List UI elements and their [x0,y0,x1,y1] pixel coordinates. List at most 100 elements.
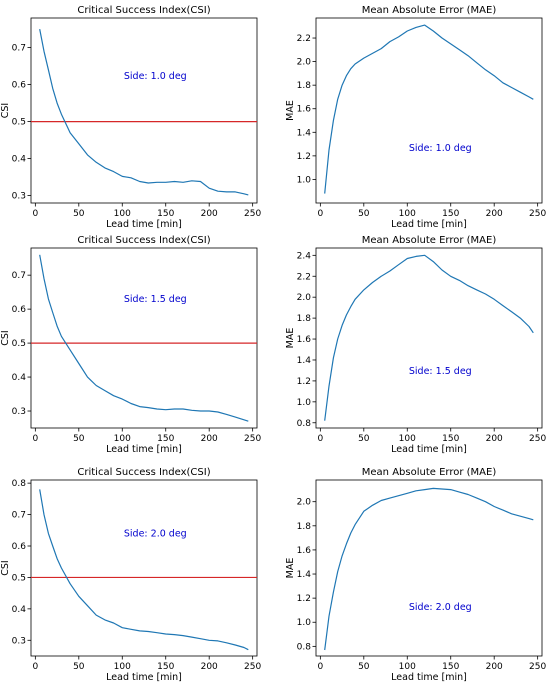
chart-title: Mean Absolute Error (MAE) [362,5,497,16]
y-tick-label: 0.3 [12,192,26,202]
y-tick-label: 0.8 [297,419,312,429]
x-tick-label: 100 [114,434,131,444]
y-axis-label: MAE [285,328,296,349]
y-tick-label: 1.4 [297,570,312,580]
x-tick-label: 250 [244,662,261,672]
x-tick-label: 250 [529,662,546,672]
chart-panel-4: Mean Absolute Error (MAE) 0 50 100 150 200 250… [285,235,547,455]
y-tick-label: 1.0 [297,175,312,185]
axes-frame [315,17,543,204]
x-tick-label: 250 [529,209,546,219]
side-annotation: Side: 2.0 deg [124,528,187,539]
axes-frame [30,479,258,657]
x-tick-label: 200 [486,434,503,444]
x-tick-label: 150 [442,434,459,444]
x-axis-label: Lead time [min] [391,672,467,682]
y-tick-label: 0.8 [297,642,312,652]
y-tick-label: 1.6 [297,105,312,115]
x-axis-label: Lead time [min] [106,219,182,230]
y-tick-label: 0.5 [12,573,26,583]
x-tick-label: 200 [201,209,218,219]
y-tick-label: 0.8 [12,479,27,489]
y-tick-label: 1.4 [297,356,312,366]
x-tick-label: 100 [114,662,131,672]
x-tick-label: 150 [442,662,459,672]
x-tick-label: 0 [32,209,38,219]
x-tick-label: 0 [317,209,323,219]
x-tick-label: 50 [73,209,85,219]
y-tick-label: 2.4 [297,251,312,261]
x-tick-label: 50 [358,209,370,219]
chart-title: Mean Absolute Error (MAE) [362,467,497,478]
x-tick-label: 200 [201,662,218,672]
x-tick-label: 150 [157,209,174,219]
chart-title: Critical Success Index(CSI) [77,467,210,478]
x-tick-label: 100 [399,434,416,444]
y-tick-label: 1.8 [297,81,312,91]
x-tick-label: 0 [317,434,323,444]
y-tick-label: 1.6 [297,546,312,556]
y-tick-label: 0.3 [12,636,26,646]
x-tick-label: 50 [73,662,85,672]
y-tick-label: 1.6 [297,335,312,345]
series-line [324,254,534,421]
side-annotation: Side: 2.0 deg [409,602,472,613]
y-tick-label: 0.5 [12,118,26,128]
y-tick-label: 0.4 [12,373,27,383]
x-tick-label: 250 [244,434,261,444]
y-tick-label: 2.0 [297,498,312,508]
chart-panel-1: Critical Success Index(CSI) 0 50 100 150 200 2… [0,5,262,230]
axes-frame [30,247,258,429]
chart-title: Critical Success Index(CSI) [77,5,210,16]
side-annotation: Side: 1.0 deg [409,143,472,154]
x-tick-label: 200 [201,434,218,444]
x-tick-label: 50 [73,434,85,444]
y-tick-label: 2.0 [297,293,312,303]
y-tick-label: 0.7 [12,44,26,54]
y-tick-label: 0.4 [12,605,27,615]
y-tick-label: 1.8 [297,522,312,532]
x-tick-label: 0 [32,662,38,672]
x-tick-label: 100 [399,209,416,219]
axes-frame [315,247,543,429]
series-line [324,487,534,651]
y-tick-label: 1.0 [297,618,312,628]
axes-frame [30,17,258,204]
x-tick-label: 200 [486,209,503,219]
y-tick-label: 2.2 [297,272,311,282]
side-annotation: Side: 1.5 deg [409,366,472,377]
x-axis-label: Lead time [min] [391,219,467,230]
x-tick-label: 50 [358,662,370,672]
y-tick-label: 1.4 [297,128,312,138]
chart-panel-6: Mean Absolute Error (MAE) 0 50 100 150 200 250… [285,467,547,682]
y-axis-label: MAE [285,100,296,121]
x-tick-label: 250 [244,209,261,219]
x-axis-label: Lead time [min] [106,444,182,455]
chart-title: Critical Success Index(CSI) [77,235,210,246]
y-tick-label: 0.6 [12,542,27,552]
x-axis-label: Lead time [min] [106,672,182,682]
series-line [39,28,249,196]
y-tick-label: 2.0 [297,58,312,68]
series-line [39,254,249,422]
side-annotation: Side: 1.0 deg [124,71,187,82]
y-axis-label: MAE [285,558,296,579]
x-axis-label: Lead time [min] [391,444,467,455]
chart-title: Mean Absolute Error (MAE) [362,235,497,246]
series-line [324,24,534,194]
axes-frame [315,479,543,657]
side-annotation: Side: 1.5 deg [124,294,187,305]
y-tick-label: 1.8 [297,314,312,324]
chart-panel-5: Critical Success Index(CSI) 0 50 100 150 200 2… [0,467,262,682]
y-tick-label: 1.2 [297,152,311,162]
y-axis-label: CSI [0,330,11,345]
x-tick-label: 100 [399,662,416,672]
y-tick-label: 0.4 [12,155,27,165]
x-tick-label: 100 [114,209,131,219]
y-tick-label: 0.6 [12,81,27,91]
y-axis-label: CSI [0,103,11,118]
chart-panel-2: Mean Absolute Error (MAE) 0 50 100 150 200 250… [285,5,547,230]
y-tick-label: 0.6 [12,305,27,315]
y-tick-label: 0.7 [12,271,26,281]
